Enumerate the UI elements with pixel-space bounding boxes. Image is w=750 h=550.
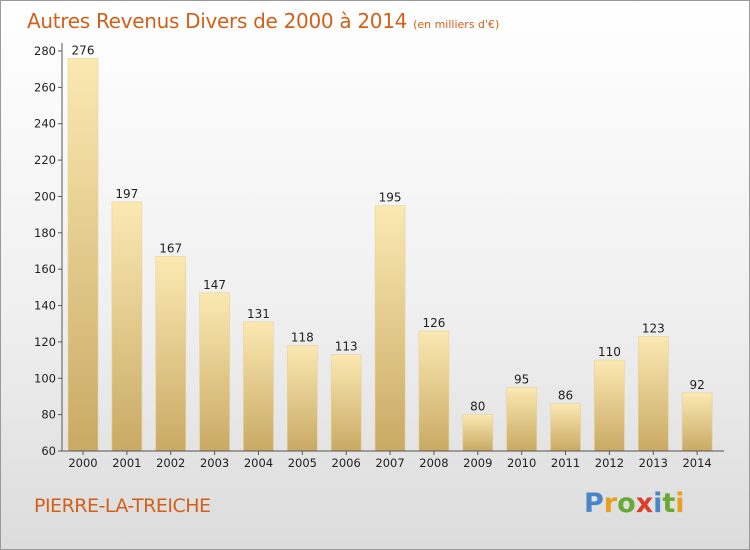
y-tick-label: 180 [34, 226, 56, 240]
bar [330, 354, 362, 452]
y-tick-label: 280 [34, 44, 56, 58]
data-label: 110 [598, 345, 621, 359]
bar [199, 292, 230, 452]
bar [550, 403, 581, 452]
bar [418, 330, 450, 452]
y-tick-label: 240 [34, 117, 56, 131]
data-label: 126 [422, 316, 445, 330]
logo-letter: i [675, 488, 685, 519]
y-axis: 60 80 100 120 140 160 180 200 220 240 260 280 [34, 43, 63, 458]
value-labels: 276 197 167 147 131 118 113 195 126 80 95 86 110 123 9… [72, 43, 705, 413]
logo-letter: i [653, 488, 663, 519]
bar [594, 359, 625, 452]
bar [462, 414, 494, 452]
x-tick-label: 2012 [595, 456, 624, 470]
data-label: 92 [689, 378, 704, 392]
data-label: 276 [72, 43, 95, 57]
y-tick-label: 80 [41, 408, 56, 422]
x-tick-label: 2009 [463, 456, 492, 470]
x-tick-label: 2004 [244, 456, 273, 470]
data-label: 147 [203, 278, 226, 292]
bar [374, 205, 406, 452]
x-tick-label: 2002 [156, 456, 185, 470]
x-tick-label: 2008 [419, 456, 448, 470]
bar [681, 392, 713, 452]
y-tick-label: 200 [34, 189, 56, 203]
bar [243, 321, 274, 452]
data-label: 86 [558, 389, 573, 403]
x-tick-label: 2013 [639, 456, 668, 470]
x-tick-label: 2006 [332, 456, 361, 470]
y-tick-label: 140 [34, 299, 56, 313]
title-row: Autres Revenus Divers de 2000 à 2014 (en … [27, 9, 499, 33]
chart-title: Autres Revenus Divers de 2000 à 2014 [27, 9, 408, 33]
bar [506, 387, 537, 452]
data-label: 118 [291, 331, 314, 345]
x-tick-label: 2005 [288, 456, 317, 470]
bar [111, 201, 143, 452]
logo-letter: x [635, 488, 654, 519]
logo-letter: t [662, 488, 676, 519]
bar [155, 256, 187, 452]
x-tick-label: 2000 [68, 456, 97, 470]
x-axis: 2000 2001 2002 2003 2004 2005 2006 2007 2008 2009… [62, 450, 724, 470]
x-tick-label: 2003 [200, 456, 229, 470]
data-label: 113 [335, 340, 358, 354]
y-tick-label: 160 [34, 262, 56, 276]
logo-letter: o [617, 488, 636, 519]
logo-letter: r [603, 488, 618, 519]
y-tick-label: 220 [34, 153, 56, 167]
y-tick-label: 60 [41, 444, 56, 458]
y-tick-label: 120 [34, 335, 56, 349]
proxiti-logo: Proxiti [584, 488, 685, 519]
data-label: 95 [514, 372, 529, 386]
location-label: PIERRE-LA-TREICHE [34, 495, 211, 517]
logo-letter: P [584, 488, 604, 519]
y-tick-label: 260 [34, 80, 56, 94]
bar [637, 336, 669, 452]
data-label: 80 [470, 400, 485, 414]
bars [67, 57, 713, 452]
x-tick-label: 2011 [551, 456, 580, 470]
y-tick-label: 100 [34, 371, 56, 385]
bar [287, 345, 318, 452]
data-label: 195 [379, 191, 402, 205]
data-label: 131 [247, 307, 270, 321]
data-label: 123 [642, 321, 665, 335]
data-label: 197 [115, 187, 138, 201]
chart-subtitle: (en milliers d'€) [413, 18, 500, 31]
data-label: 167 [159, 241, 182, 255]
bar [67, 57, 99, 452]
x-tick-label: 2014 [682, 456, 711, 470]
x-tick-label: 2001 [112, 456, 141, 470]
x-tick-label: 2010 [507, 456, 536, 470]
x-tick-label: 2007 [375, 456, 404, 470]
